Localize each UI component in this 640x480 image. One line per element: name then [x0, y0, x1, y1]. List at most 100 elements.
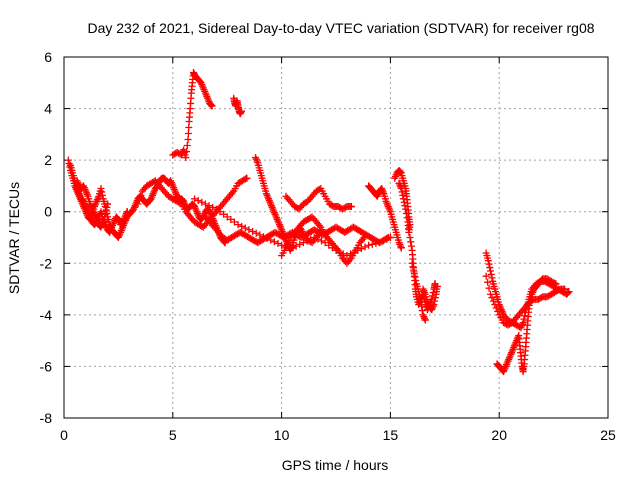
data-point [270, 238, 278, 246]
y-tick-label: -4 [40, 307, 53, 323]
data-point [550, 279, 558, 287]
data-point [407, 242, 415, 250]
data-point [407, 238, 415, 246]
data-point [234, 221, 242, 229]
data-point [482, 272, 490, 280]
data-point [137, 191, 145, 199]
data-point [491, 301, 499, 309]
data-point [274, 240, 282, 248]
data-point [185, 123, 193, 131]
data-point [182, 154, 190, 162]
data-point [237, 107, 245, 115]
data-point [252, 155, 260, 163]
data-point [347, 203, 355, 211]
data-point [321, 239, 329, 247]
data-point [253, 157, 261, 165]
data-point [285, 237, 293, 245]
data-point [401, 202, 409, 210]
y-tick-label: 0 [44, 204, 52, 220]
data-point [420, 313, 428, 321]
data-point [397, 244, 405, 252]
data-point [411, 273, 419, 281]
data-point [410, 266, 418, 274]
data-point [418, 302, 426, 310]
data-point [416, 295, 424, 303]
data-point [201, 200, 209, 208]
data-point [98, 188, 106, 196]
data-point [564, 289, 572, 297]
y-tick-label: -6 [40, 358, 53, 374]
data-point [207, 101, 215, 109]
data-point [403, 214, 411, 222]
data-point [395, 179, 403, 187]
x-axis-label: GPS time / hours [282, 457, 389, 473]
data-point [101, 210, 109, 218]
data-point [97, 185, 105, 193]
data-point [552, 280, 560, 288]
data-point [191, 195, 199, 203]
data-point [245, 226, 253, 234]
data-point [241, 175, 249, 183]
data-point [484, 278, 492, 286]
x-tick-label: 10 [274, 427, 290, 443]
data-point [98, 191, 106, 199]
data-point [406, 234, 414, 241]
data-point [102, 207, 110, 215]
data-point [278, 241, 286, 249]
data-point [252, 229, 260, 237]
data-point [249, 227, 257, 235]
data-point [263, 234, 271, 242]
data-point [360, 234, 368, 241]
data-point [223, 213, 231, 221]
data-points [64, 68, 573, 376]
plot-frame [63, 56, 609, 419]
data-point [383, 235, 391, 243]
data-point [230, 218, 238, 226]
data-point [565, 288, 573, 296]
data-point [430, 301, 438, 309]
data-point [104, 200, 112, 208]
data-point [296, 240, 304, 248]
data-point [283, 240, 291, 248]
data-point [299, 239, 307, 247]
data-point [194, 197, 202, 205]
data-point [386, 234, 394, 241]
x-tick-label: 5 [169, 427, 177, 443]
data-point [256, 231, 264, 239]
x-tick-label: 25 [600, 427, 616, 443]
data-point [410, 270, 418, 278]
data-point [259, 233, 267, 241]
data-point [238, 222, 246, 230]
data-point [494, 307, 502, 315]
data-point [184, 136, 192, 144]
data-point [519, 319, 527, 327]
data-point [208, 102, 216, 110]
data-point [241, 224, 249, 232]
data-point [372, 240, 380, 248]
data-point [379, 237, 387, 245]
data-point [486, 267, 494, 275]
data-point [396, 240, 404, 248]
data-point [560, 285, 568, 293]
data-point [521, 312, 529, 320]
data-point [397, 168, 405, 176]
data-point [409, 263, 417, 271]
data-point [404, 218, 412, 226]
data-point [402, 205, 410, 213]
data-point [365, 241, 373, 249]
data-point [282, 244, 290, 252]
data-point [209, 203, 217, 211]
data-point [123, 208, 131, 216]
y-tick-label: 6 [44, 49, 52, 65]
data-point [103, 203, 111, 211]
data-point [488, 294, 496, 302]
y-tick-label: 2 [44, 152, 52, 168]
x-tick-label: 15 [383, 427, 399, 443]
data-point [485, 284, 493, 292]
x-tick-label: 20 [491, 427, 507, 443]
data-point [220, 210, 228, 218]
data-point [485, 260, 493, 268]
data-point [421, 316, 429, 324]
data-point [135, 196, 143, 204]
grid-lines [64, 57, 608, 418]
